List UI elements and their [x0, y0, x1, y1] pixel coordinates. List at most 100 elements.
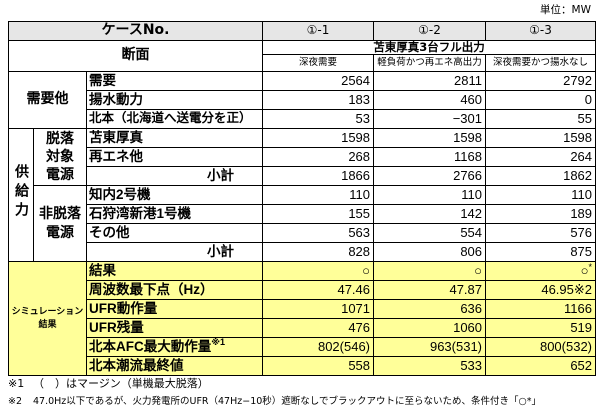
sub-condition-1: 深夜需要 [263, 55, 374, 72]
tripped-label-line-3: 電源 [34, 166, 86, 184]
non-tripped-label-line-1: 非脱落 [34, 205, 86, 224]
footnote-ref-2: ※2 [574, 282, 592, 297]
hokuhon-afc-max-case-2: 963(531) [374, 338, 486, 357]
ishikari-bay-1-case-1: 155 [263, 205, 374, 224]
tomato-atsuma-case-1: 1598 [263, 129, 374, 148]
hokuhon-flow-final-case-3: 652 [486, 357, 596, 376]
row-label-tomato-atsuma: 苫東厚真 [87, 129, 263, 148]
group-simulation-results: シミュレーション 結果 [9, 262, 87, 376]
sub-condition-3: 深夜需要かつ揚水なし [486, 55, 596, 72]
result-case-1: ○ [263, 262, 374, 281]
condition-header: 苫東厚真3台フル出力 [263, 41, 596, 55]
hokuhon-flow-final-case-2: 533 [374, 357, 486, 376]
renewables-other-case-2: 1168 [374, 148, 486, 167]
hokuhon-flow-case-2: −301 [374, 110, 486, 129]
group-demand-other: 需要他 [9, 72, 87, 129]
table-row: 需要他 需要 2564 2811 2792 [9, 72, 596, 91]
table-row: 北本（北海道へ送電分を正） 53 −301 55 [9, 110, 596, 129]
row-label-tripped-subtotal: 小計 [87, 167, 263, 186]
tomato-atsuma-case-2: 1598 [374, 129, 486, 148]
table-row: 揚水動力 183 460 0 [9, 91, 596, 110]
tripped-subtotal-case-3: 1862 [486, 167, 596, 186]
row-label-shiriuchi-2: 知内2号機 [87, 186, 263, 205]
group-supply-capacity: 供給力 [9, 129, 34, 262]
ishikari-bay-1-case-3: 189 [486, 205, 596, 224]
header-row-condition: 断面 苫東厚真3台フル出力 [9, 41, 596, 55]
simulation-label-line-1: シミュレーション [9, 306, 86, 319]
tripped-label-line-1: 脱落 [34, 130, 86, 148]
row-label-ufr-remaining: UFR残量 [87, 319, 263, 338]
unit-label: 単位：MW [540, 4, 591, 16]
tripped-subtotal-case-2: 2766 [374, 167, 486, 186]
row-label-other-sources: その他 [87, 224, 263, 243]
ishikari-bay-1-case-2: 142 [374, 205, 486, 224]
group-non-tripped-sources: 非脱落 電源 [34, 186, 87, 262]
ufr-operation-case-3: 1166 [486, 300, 596, 319]
hokuhon-flow-case-3: 55 [486, 110, 596, 129]
row-label-non-tripped-subtotal: 小計 [87, 243, 263, 262]
ufr-remaining-case-2: 1060 [374, 319, 486, 338]
demand-case-2: 2811 [374, 72, 486, 91]
table-row: 石狩湾新港1号機 155 142 189 [9, 205, 596, 224]
header-row-case: ケースNo. ①-1 ①-2 ①-3 [9, 22, 596, 41]
other-sources-case-2: 554 [374, 224, 486, 243]
demand-case-1: 2564 [263, 72, 374, 91]
case-header-1-3: ①-3 [486, 22, 596, 41]
other-sources-case-3: 576 [486, 224, 596, 243]
table-row: 小計 828 806 875 [9, 243, 596, 262]
supply-capacity-label: 供給力 [14, 164, 28, 221]
ufr-remaining-case-1: 476 [263, 319, 374, 338]
footnote-1-mark: ※1 [8, 377, 33, 391]
ufr-operation-case-2: 636 [374, 300, 486, 319]
simulation-results-table: ケースNo. ①-1 ①-2 ①-3 断面 苫東厚真3台フル出力 深夜需要 軽負… [8, 21, 596, 376]
footnote-1-text: （ ）はマージン（単機最大脱落） [33, 377, 209, 390]
table-row: 再エネ他 268 1168 264 [9, 148, 596, 167]
hokuhon-flow-final-case-1: 558 [263, 357, 374, 376]
tripped-subtotal-case-1: 1866 [263, 167, 374, 186]
row-label-frequency-minimum: 周波数最下点（Hz） [87, 281, 263, 300]
result-case-3-mark: ○ [581, 263, 589, 278]
row-label-renewables-other: 再エネ他 [87, 148, 263, 167]
sub-condition-2: 軽負荷かつ再エネ高出力 [374, 55, 486, 72]
table-row: 北本AFC最大動作量※1 802(546) 963(531) 800(532) [9, 338, 596, 357]
table-row: UFR残量 476 1060 519 [9, 319, 596, 338]
row-label-hokuhon-flow: 北本（北海道へ送電分を正） [87, 110, 263, 129]
table-row: 非脱落 電源 知内2号機 110 110 110 [9, 186, 596, 205]
frequency-minimum-case-1: 47.46 [263, 281, 374, 300]
case-no-label: ケースNo. [9, 22, 263, 41]
frequency-minimum-case-3: 46.95※2 [486, 281, 596, 300]
table-row: 北本潮流最終値 558 533 652 [9, 357, 596, 376]
table-row: UFR動作量 1071 636 1166 [9, 300, 596, 319]
result-case-2: ○ [374, 262, 486, 281]
tripped-label-line-2: 対象 [34, 148, 86, 166]
renewables-other-case-1: 268 [263, 148, 374, 167]
row-label-ishikari-bay-1: 石狩湾新港1号機 [87, 205, 263, 224]
hokuhon-afc-max-case-3: 800(532) [486, 338, 596, 357]
table-row: 周波数最下点（Hz） 47.46 47.87 46.95※2 [9, 281, 596, 300]
table-row: シミュレーション 結果 結果 ○ ○ ○* [9, 262, 596, 281]
table-row: その他 563 554 576 [9, 224, 596, 243]
table-row: 供給力 脱落 対象 電源 苫東厚真 1598 1598 1598 [9, 129, 596, 148]
footnote-2-text: 47.0Hz以下であるが、火力発電所のUFR（47Hz−10秒）遮断なしでブラッ… [33, 396, 541, 407]
group-tripped-sources: 脱落 対象 電源 [34, 129, 87, 186]
table-row: 小計 1866 2766 1862 [9, 167, 596, 186]
case-header-1-2: ①-2 [374, 22, 486, 41]
hokuhon-flow-case-1: 53 [263, 110, 374, 129]
case-header-1-1: ①-1 [263, 22, 374, 41]
frequency-minimum-case-3-value: 46.95 [541, 282, 574, 297]
shiriuchi-2-case-3: 110 [486, 186, 596, 205]
shiriuchi-2-case-2: 110 [374, 186, 486, 205]
non-tripped-subtotal-case-1: 828 [263, 243, 374, 262]
shiriuchi-2-case-1: 110 [263, 186, 374, 205]
row-label-result: 結果 [87, 262, 263, 281]
pumping-power-case-1: 183 [263, 91, 374, 110]
non-tripped-subtotal-case-3: 875 [486, 243, 596, 262]
pumping-power-case-2: 460 [374, 91, 486, 110]
row-label-demand: 需要 [87, 72, 263, 91]
renewables-other-case-3: 264 [486, 148, 596, 167]
simulation-label-line-2: 結果 [9, 319, 86, 332]
non-tripped-subtotal-case-2: 806 [374, 243, 486, 262]
footnote-1: ※1 （ ）はマージン（単機最大脱落） [8, 377, 209, 391]
footnote-2-mark: ※2 [8, 395, 33, 409]
row-label-ufr-operation: UFR動作量 [87, 300, 263, 319]
